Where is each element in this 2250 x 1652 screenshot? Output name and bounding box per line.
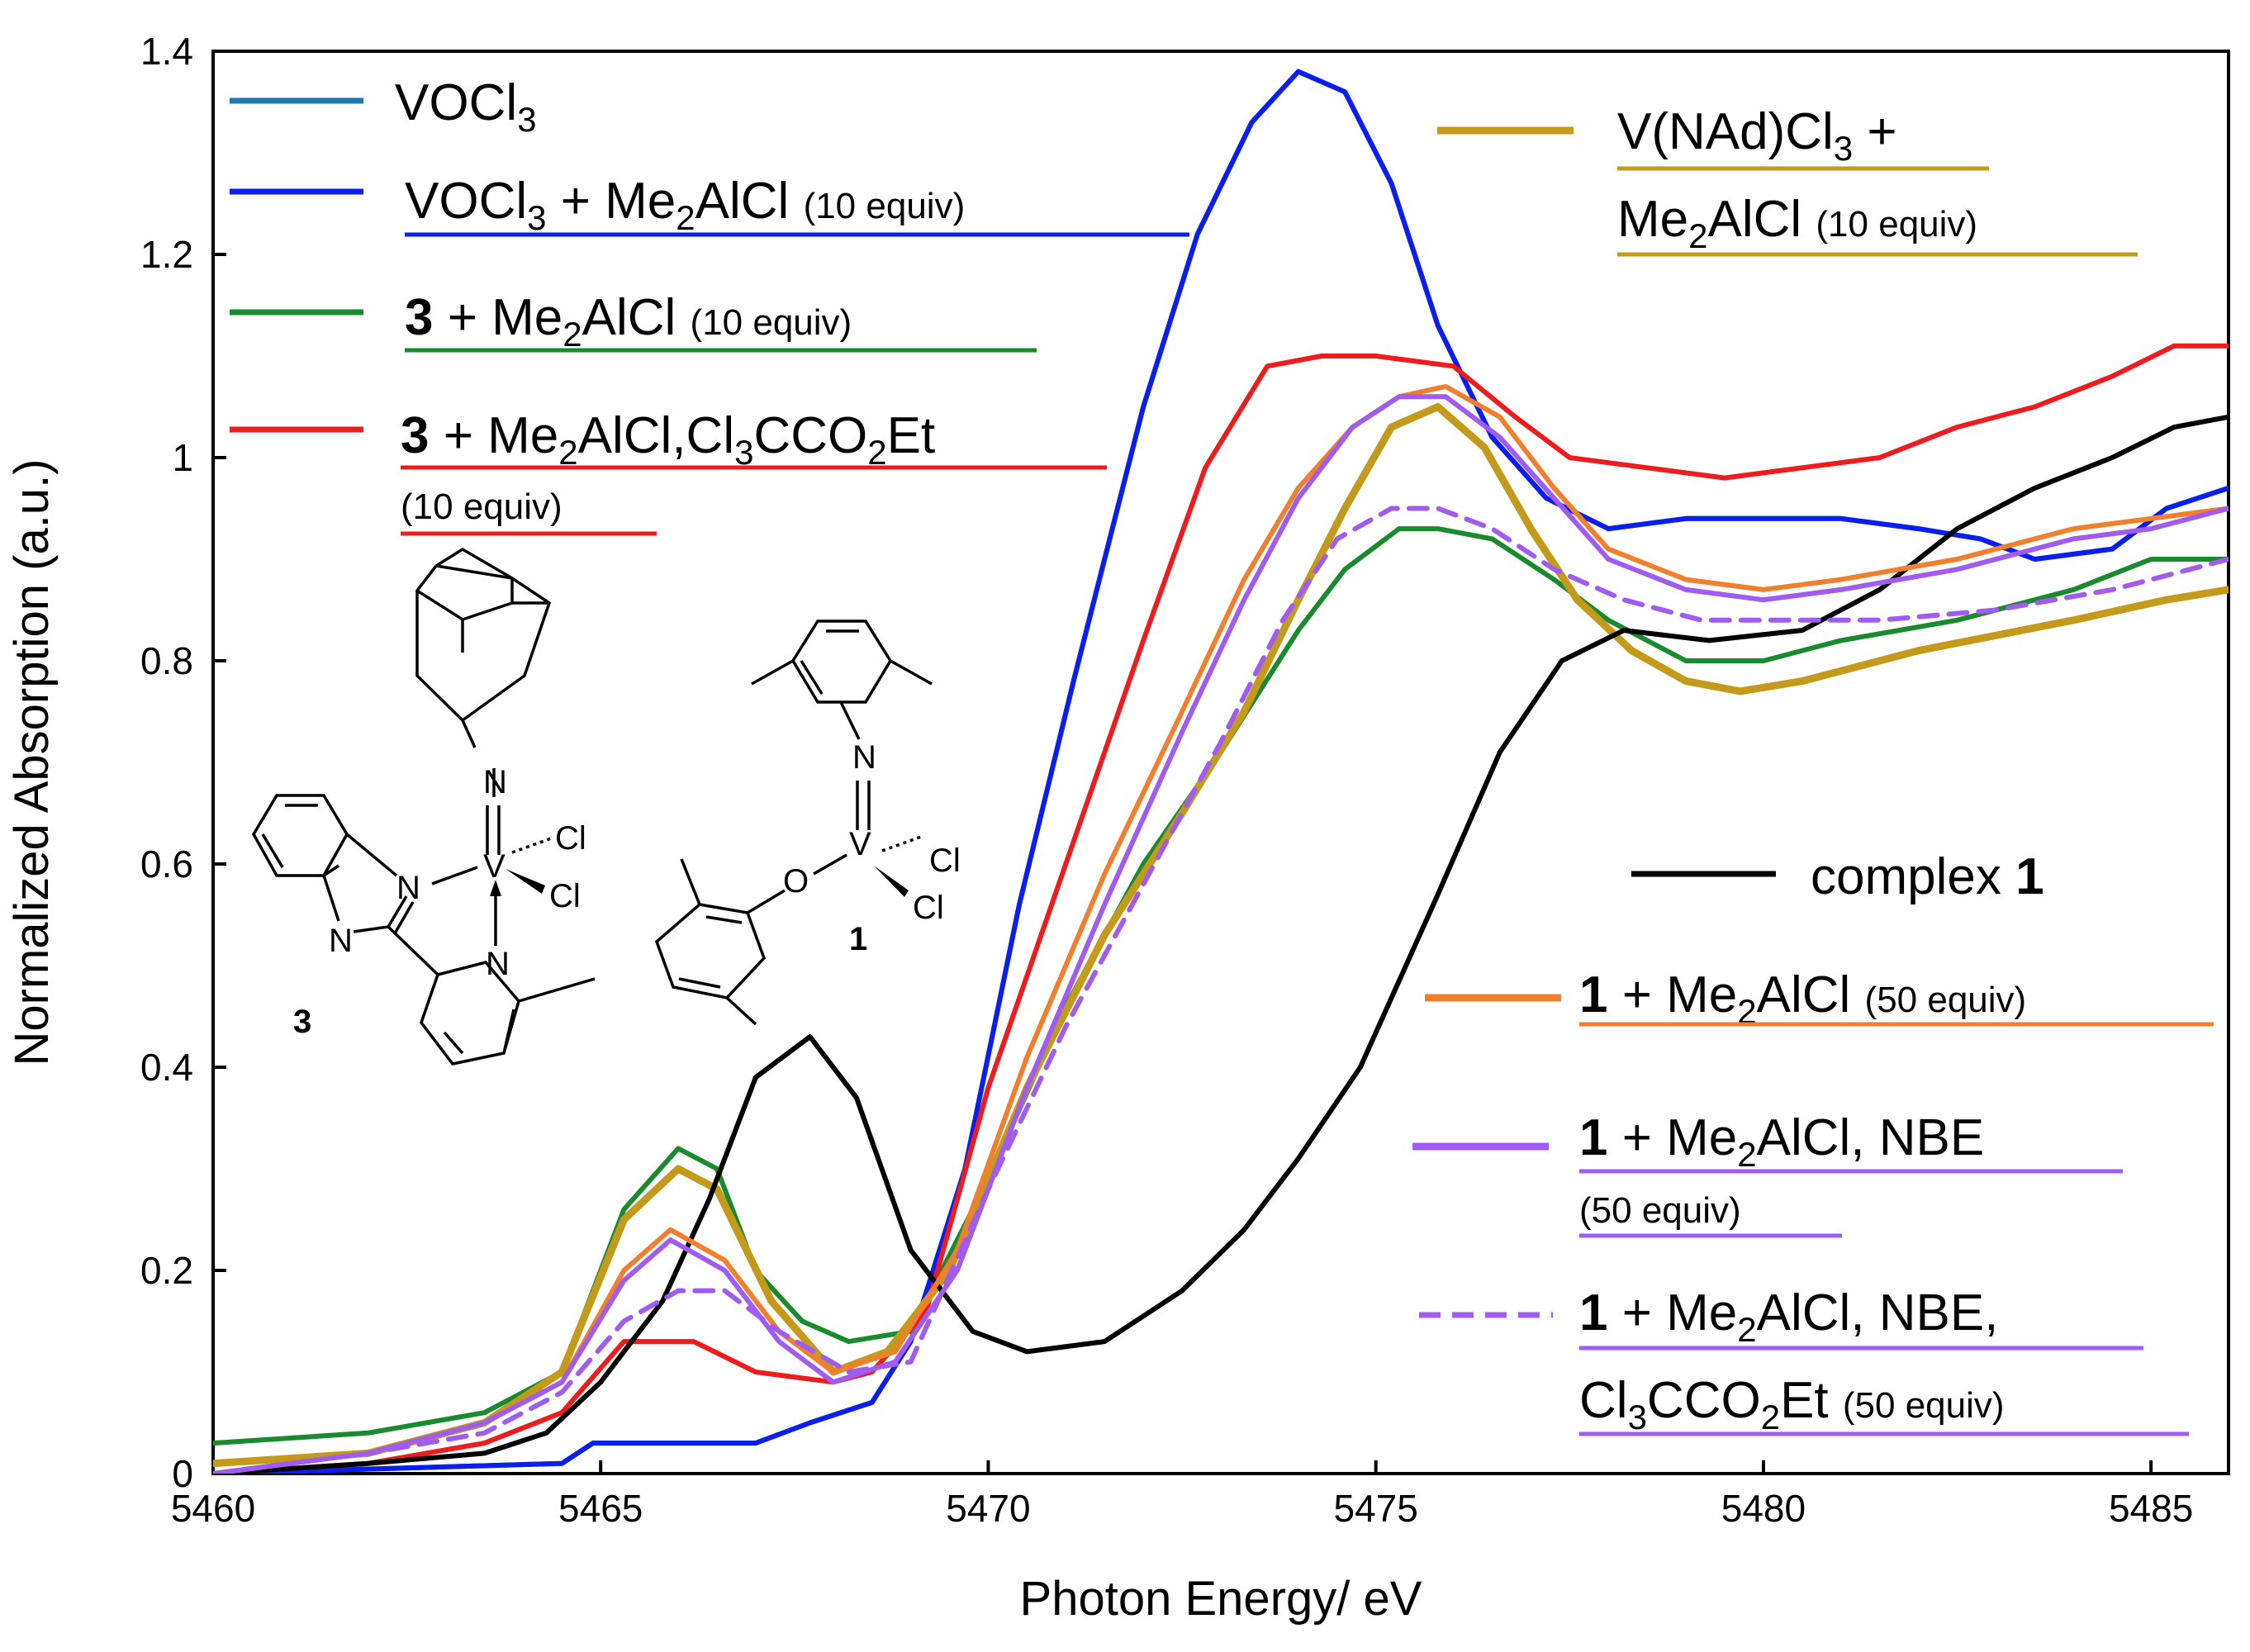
legend-item-complex1-me2alcl-nbe-cl3cco2et[interactable]: 1 + Me2AlCl, NBE, Cl3CCO2Et (50 equiv) — [1419, 1284, 2189, 1436]
x-tick-label: 5480 — [1721, 1487, 1806, 1530]
structure-complex1: N V Cl Cl O 1 — [654, 620, 961, 1026]
series-line-vnad_me2alcl — [213, 403, 2229, 1468]
legend-label-complex1-me2alcl-nbe-cl3cco2et-line2: Cl3CCO2Et (50 equiv) — [1579, 1372, 2005, 1436]
legend-label-complex3-me2alcl: 3 + Me2AlCl (10 equiv) — [405, 289, 852, 354]
complex3-cl-a: Cl — [555, 820, 586, 857]
legend-label-complex1-me2alcl-nbe-cl3cco2et: 1 + Me2AlCl, NBE, — [1579, 1284, 1998, 1349]
y-tick-label: 0.6 — [140, 843, 193, 885]
complex1-wedge-bond — [874, 866, 909, 897]
series-layer — [213, 69, 2229, 1474]
pyridine-ring — [387, 925, 596, 1066]
series-line-c1_me2alcl_nbe — [213, 394, 2229, 1474]
legend: VOCl3 VOCl3 + Me2AlCl (10 equiv) 3 + Me2… — [230, 74, 2214, 1436]
complex3-cl-b: Cl — [549, 878, 581, 914]
legend-item-complex1[interactable]: complex 1 — [1631, 848, 2044, 905]
legend-item-complex3-me2alcl-cl3cco2et[interactable]: 3 + Me2AlCl,Cl3CCO2Et (10 equiv) — [230, 407, 1107, 536]
y-tick-label: 1.2 — [140, 233, 193, 276]
legend-label-vocl3: VOCl3 — [395, 74, 537, 139]
series-line-c1_me2alcl — [213, 383, 2229, 1474]
complex1-imido-n: N — [852, 739, 876, 776]
legend-label-complex1-me2alcl-nbe: 1 + Me2AlCl, NBE — [1579, 1109, 1984, 1174]
legend-label-complex1-me2alcl: 1 + Me2AlCl (50 equiv) — [1579, 966, 2026, 1031]
structure-complex3: N V Cl Cl N N — [251, 547, 596, 1066]
series-line-c3_me2alcl_cl3cco2et — [213, 343, 2229, 1474]
plot-frame — [211, 50, 2230, 1475]
y-tick-label: 1.4 — [140, 30, 193, 73]
complex1-label: 1 — [849, 921, 867, 957]
dimethylphenoxy-ring — [654, 858, 767, 1026]
y-tick-label: 0.8 — [140, 639, 193, 682]
legend-label-vnad-me2alcl: V(NAd)Cl3 + — [1617, 103, 1897, 168]
complex1-cl-a: Cl — [929, 843, 961, 879]
dimethylphenyl-imido — [751, 620, 933, 740]
series-line-vocl3_me2alcl — [213, 69, 2229, 1474]
y-tick-label: 0.2 — [140, 1249, 193, 1292]
complex3-imido-n: N — [483, 764, 507, 800]
y-axis-ticks: 0 0.2 0.4 0.6 0.8 1 1.2 1.4 — [140, 30, 226, 1495]
benzimidazole-ring — [251, 794, 415, 934]
adamantyl-group — [415, 547, 552, 748]
x-tick-label: 5460 — [171, 1487, 255, 1530]
complex3-ring-n1: N — [396, 870, 420, 906]
y-axis-title: Normalized Absorption (a.u.) — [5, 459, 59, 1066]
legend-item-vnad-me2alcl[interactable]: V(NAd)Cl3 + Me2AlCl (10 equiv) — [1437, 103, 2138, 257]
x-tick-label: 5470 — [946, 1487, 1030, 1530]
y-tick-label: 0 — [172, 1452, 193, 1495]
series-line-vocl3 — [213, 69, 2229, 1474]
y-tick-label: 1 — [172, 436, 193, 479]
x-tick-label: 5465 — [558, 1487, 643, 1530]
complex3-label: 3 — [293, 1004, 311, 1040]
complex1-vanadium: V — [849, 826, 871, 862]
legend-item-complex1-me2alcl[interactable]: 1 + Me2AlCl (50 equiv) — [1425, 966, 2214, 1031]
legend-item-complex1-me2alcl-nbe[interactable]: 1 + Me2AlCl, NBE (50 equiv) — [1412, 1109, 2123, 1238]
legend-label-complex3-me2alcl-cl3cco2et-line2: (10 equiv) — [401, 487, 562, 527]
x-axis-title: Photon Energy/ eV — [1020, 1572, 1422, 1626]
x-tick-label: 5475 — [1334, 1487, 1418, 1530]
complex1-oxygen: O — [783, 863, 809, 900]
complex3-ring-n2: N — [329, 923, 353, 959]
complex3-vanadium: V — [483, 848, 506, 885]
legend-item-vocl3[interactable]: VOCl3 — [230, 74, 537, 139]
legend-label-complex1-me2alcl-nbe-line2: (50 equiv) — [1579, 1190, 1741, 1231]
legend-item-complex3-me2alcl[interactable]: 3 + Me2AlCl (10 equiv) — [230, 289, 1037, 354]
x-axis-ticks: 5460 5465 5470 5475 5480 5485 — [171, 1460, 2193, 1530]
series-line-c1_me2alcl_nbe_cl3cco2et — [213, 506, 2229, 1474]
legend-label-vocl3-me2alcl: VOCl3 + Me2AlCl (10 equiv) — [405, 173, 965, 237]
y-tick-label: 0.4 — [140, 1046, 193, 1089]
legend-label-vnad-me2alcl-line2: Me2AlCl (10 equiv) — [1617, 191, 1977, 255]
legend-item-vocl3-me2alcl[interactable]: VOCl3 + Me2AlCl (10 equiv) — [230, 173, 1189, 237]
complex3-pyridine-n: N — [486, 946, 510, 982]
complex1-cl-b: Cl — [913, 890, 944, 926]
x-tick-label: 5485 — [2109, 1487, 2193, 1530]
legend-label-complex1: complex 1 — [1811, 848, 2044, 905]
legend-label-complex3-me2alcl-cl3cco2et: 3 + Me2AlCl,Cl3CCO2Et — [401, 407, 935, 472]
complex3-wedge-bond — [506, 869, 545, 894]
